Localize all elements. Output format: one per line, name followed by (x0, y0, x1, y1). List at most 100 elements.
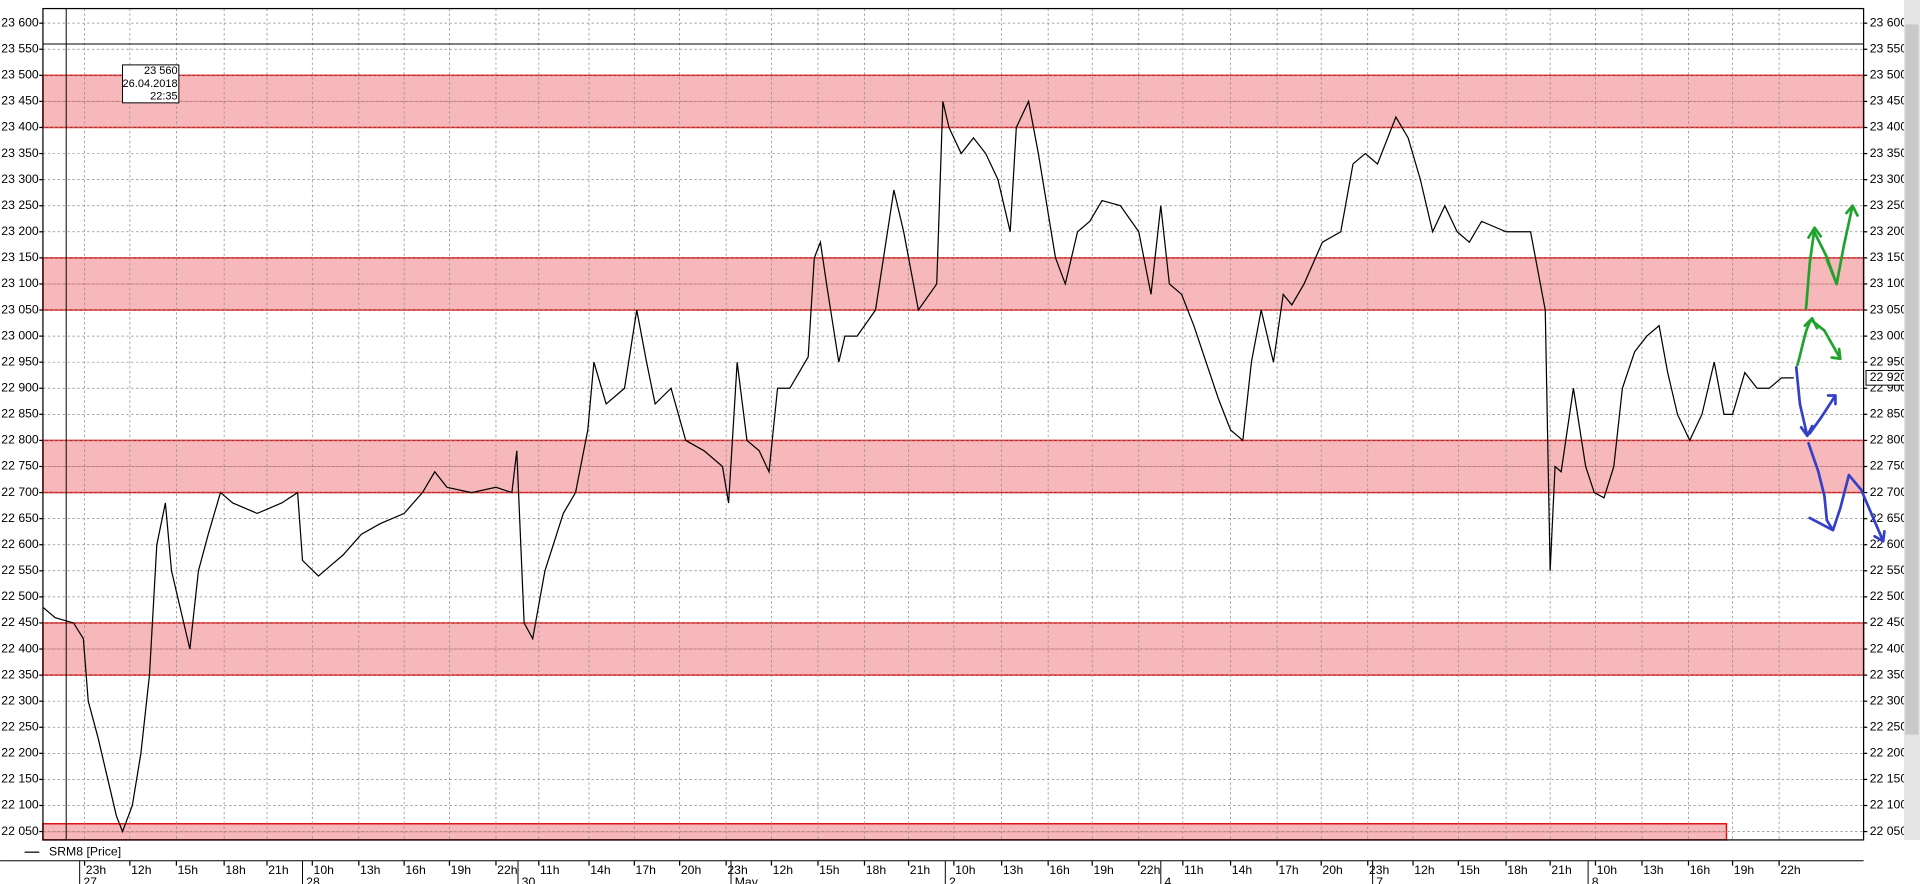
x-tick-label: 13h (360, 863, 381, 877)
y2-tick-label: 22 050 (1870, 824, 1908, 838)
x-tick-label: 14h (590, 863, 611, 877)
x-tick-label: 23h (1369, 863, 1390, 877)
day-label: 28 (306, 875, 320, 884)
green-arrow-high (1804, 204, 1859, 310)
cursor-date: 26.04.2018 (123, 78, 178, 90)
price-line (42, 99, 1794, 834)
x-tick-label: 13h (1643, 863, 1664, 877)
y2-tick-label: 22 350 (1870, 667, 1908, 681)
grid (42, 8, 1864, 840)
y-tick-label: 23 000 (1, 328, 39, 342)
y-tick-label: 23 100 (1, 276, 39, 290)
x-tick-label: 22h (497, 863, 518, 877)
y2-tick-label: 23 150 (1870, 250, 1908, 264)
x-tick-label: 15h (1460, 863, 1481, 877)
y-tick-label: 23 250 (1, 198, 39, 212)
day-label: 7 (1376, 875, 1383, 884)
day-label: 30 (522, 875, 536, 884)
green-arrow-low (1796, 316, 1842, 367)
y2-tick-label: 23 600 (1870, 15, 1908, 29)
y-tick-label: 23 400 (1, 120, 39, 134)
day-label: May (735, 875, 759, 884)
cursor-time: 22:35 (150, 91, 178, 103)
axes: 22 050 22 050 22 100 22 100 22 150 22 150 22 2… (1, 15, 1907, 884)
y-tick-label: 22 950 (1, 354, 39, 368)
y-tick-label: 22 100 (1, 798, 39, 812)
y2-tick-label: 22 100 (1870, 798, 1908, 812)
y2-tick-label: 22 850 (1870, 407, 1908, 421)
y-tick-label: 23 300 (1, 172, 39, 186)
y2-tick-label: 23 000 (1870, 328, 1908, 342)
plot-frame (42, 7, 1865, 841)
y-tick-label: 22 250 (1, 720, 39, 734)
zones (42, 74, 1865, 841)
x-tick-label: 10h (1597, 863, 1618, 877)
x-tick-label: 13h (1003, 863, 1024, 877)
y-tick-label: 22 300 (1, 693, 39, 707)
x-tick-label: 16h (405, 863, 426, 877)
y-tick-label: 22 500 (1, 589, 39, 603)
y-tick-label: 23 350 (1, 146, 39, 160)
y2-tick-label: 23 400 (1870, 120, 1908, 134)
y-tick-label: 22 350 (1, 667, 39, 681)
y-tick-label: 23 450 (1, 94, 39, 108)
y2-tick-label: 22 250 (1870, 720, 1908, 734)
y2-tick-label: 22 200 (1870, 746, 1908, 760)
x-tick-label: 20h (681, 863, 702, 877)
y2-tick-label: 23 100 (1870, 276, 1908, 290)
y-tick-label: 22 050 (1, 824, 39, 838)
x-tick-label: 12h (131, 863, 152, 877)
y2-tick-label: 22 800 (1870, 433, 1908, 447)
x-tick-label: 21h (1551, 863, 1572, 877)
x-tick-label: 12h (1414, 863, 1435, 877)
y-tick-label: 23 500 (1, 68, 39, 82)
y-tick-label: 22 850 (1, 407, 39, 421)
x-tick-label: 20h (1322, 863, 1343, 877)
y2-tick-label: 22 150 (1870, 772, 1908, 786)
y-tick-label: 22 600 (1, 537, 39, 551)
y-tick-label: 22 400 (1, 641, 39, 655)
x-tick-label: 21h (268, 863, 289, 877)
x-tick-label: 22h (1780, 863, 1801, 877)
legend-label: SRM8 [Price] (49, 844, 121, 858)
y-tick-label: 23 600 (1, 15, 39, 29)
y2-tick-label: 22 300 (1870, 693, 1908, 707)
day-label: 27 (83, 875, 97, 884)
x-tick-label: 21h (910, 863, 931, 877)
x-tick-label: 18h (225, 863, 246, 877)
x-tick-label: 14h (1232, 863, 1253, 877)
y-tick-label: 22 150 (1, 772, 39, 786)
x-tick-label: 16h (1690, 863, 1711, 877)
x-tick-label: 18h (866, 863, 887, 877)
day-label: 4 (1164, 875, 1171, 884)
y-tick-label: 22 550 (1, 563, 39, 577)
scenario-arrows (1794, 204, 1886, 543)
y2-tick-label: 22 650 (1870, 511, 1908, 525)
x-tick-label: 10h (314, 863, 335, 877)
scrollbar-thumb[interactable] (1905, 24, 1919, 735)
y2-tick-label: 23 200 (1870, 224, 1908, 238)
cursor-price: 23 560 (144, 65, 178, 77)
y2-tick-label: 23 350 (1870, 146, 1908, 160)
y2-tick-label: 22 450 (1870, 615, 1908, 629)
x-tick-label: 18h (1507, 863, 1528, 877)
x-tick-label: 11h (540, 863, 560, 877)
x-tick-label: 22h (1140, 863, 1161, 877)
y2-tick-label: 22 950 (1870, 354, 1908, 368)
y-tick-label: 22 700 (1, 485, 39, 499)
x-tick-label: 10h (955, 863, 976, 877)
y-tick-label: 22 650 (1, 511, 39, 525)
y-tick-label: 22 800 (1, 433, 39, 447)
x-tick-label: 11h (1184, 863, 1204, 877)
x-tick-label: 16h (1049, 863, 1070, 877)
y2-tick-label: 23 450 (1870, 94, 1908, 108)
x-tick-label: 17h (636, 863, 657, 877)
x-tick-label: 19h (451, 863, 472, 877)
y2-tick-label: 22 400 (1870, 641, 1908, 655)
blue-arrow-low (1807, 441, 1886, 543)
x-tick-label: 19h (1734, 863, 1755, 877)
y2-tick-label: 23 550 (1870, 41, 1908, 55)
day-label: 8 (1592, 875, 1599, 884)
